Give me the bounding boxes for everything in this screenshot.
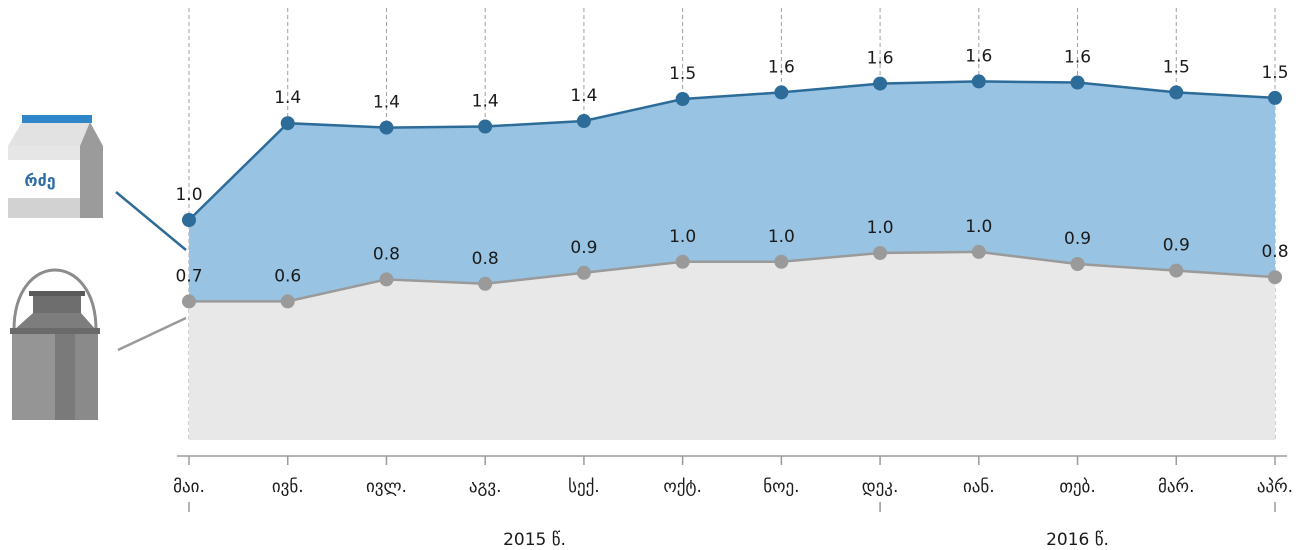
x-tick-label: ივლ. — [366, 477, 407, 497]
upper-value-label: 1.5 — [1261, 63, 1288, 83]
year-label: 2016 წ. — [1046, 530, 1109, 550]
lower-point — [1268, 270, 1282, 285]
milk-can-icon — [10, 268, 100, 420]
data-points — [182, 74, 1282, 309]
upper-value-label: 1.4 — [274, 88, 301, 108]
upper-point — [675, 92, 690, 106]
x-axis: მაი. ივნ. ივლ. აგვ. სექ. ოქტ. ნოე. დეკ. იან. თებ.… — [173, 455, 1293, 497]
lower-value-label: 0.6 — [274, 266, 301, 286]
lower-value-label: 1.0 — [965, 217, 992, 237]
lower-value-label: 0.9 — [1163, 236, 1190, 256]
area-fills — [189, 81, 1275, 440]
lower-series-line — [189, 250, 1276, 303]
upper-value-label: 1.6 — [867, 49, 894, 69]
upper-point — [1169, 85, 1184, 100]
upper-point — [379, 120, 394, 135]
series-lines — [188, 80, 1276, 303]
x-tick-label: მაი. — [173, 477, 205, 497]
x-tick-label: დეკ. — [862, 477, 899, 497]
lower-point — [576, 265, 591, 280]
lower-value-label: 0.8 — [1261, 242, 1288, 262]
upper-value-label: 1.5 — [669, 64, 696, 84]
x-tick-label: სექ. — [568, 477, 600, 497]
upper-value-label: 1.6 — [1064, 48, 1091, 68]
lower-value-label: 1.0 — [768, 227, 795, 247]
upper-point — [182, 213, 196, 227]
upper-series-line — [188, 80, 1276, 221]
upper-point — [1070, 75, 1085, 90]
lower-value-label: 0.8 — [472, 249, 499, 269]
lower-point — [971, 244, 986, 259]
upper-value-label: 1.6 — [768, 57, 795, 77]
upper-point — [873, 76, 888, 91]
upper-value-label: 1.4 — [373, 93, 400, 113]
lower-value-label: 1.0 — [867, 218, 894, 238]
carton-label: რძე — [24, 171, 55, 190]
x-tick-label: მარ. — [1158, 477, 1194, 497]
lower-value-label: 0.8 — [373, 244, 400, 264]
lower-point — [379, 272, 394, 287]
lower-point — [182, 294, 196, 309]
x-tick-label: აგვ. — [469, 477, 502, 497]
lower-point — [280, 294, 295, 309]
upper-point — [478, 119, 493, 134]
x-tick-label: ოქტ. — [663, 477, 702, 497]
x-tick-label: ნოე. — [763, 477, 799, 497]
lower-point — [774, 254, 789, 269]
milk-carton-icon: რძე — [8, 115, 103, 218]
x-tick-label: თებ. — [1059, 477, 1095, 497]
lower-value-label: 0.9 — [1064, 229, 1091, 249]
upper-point — [971, 74, 986, 89]
upper-point — [576, 114, 591, 128]
lower-value-label: 0.9 — [570, 238, 597, 258]
lower-point — [873, 246, 888, 260]
upper-point — [774, 85, 789, 100]
upper-point — [280, 116, 295, 131]
upper-value-label: 1.5 — [1163, 57, 1190, 77]
x-tick-label: აპრ. — [1257, 477, 1293, 497]
upper-value-label: 1.4 — [472, 92, 499, 112]
x-tick-label: ივნ. — [272, 477, 304, 497]
lower-point — [1169, 263, 1184, 278]
lower-value-label: 0.7 — [175, 266, 202, 286]
lower-area — [189, 251, 1275, 440]
lower-value-label: 1.0 — [669, 227, 696, 247]
x-tick-label: იან. — [963, 477, 995, 497]
upper-band-area — [189, 81, 1275, 302]
upper-value-label: 1.4 — [570, 86, 597, 106]
data-labels: 1.0 1.4 1.4 1.4 1.4 1.5 1.6 1.6 1.6 1.6 1.5 1.5 0.7 0… — [175, 46, 1288, 286]
carton-connector — [115, 191, 187, 251]
lower-point — [478, 276, 493, 291]
lower-point — [1070, 257, 1085, 271]
can-connector — [117, 316, 187, 352]
upper-value-label: 1.6 — [965, 46, 992, 66]
year-label: 2015 წ. — [503, 530, 566, 550]
year-labels: 2015 წ. 2016 წ. — [188, 502, 1276, 550]
upper-point — [1268, 90, 1282, 105]
lower-point — [675, 254, 690, 269]
upper-value-label: 1.0 — [175, 185, 202, 205]
